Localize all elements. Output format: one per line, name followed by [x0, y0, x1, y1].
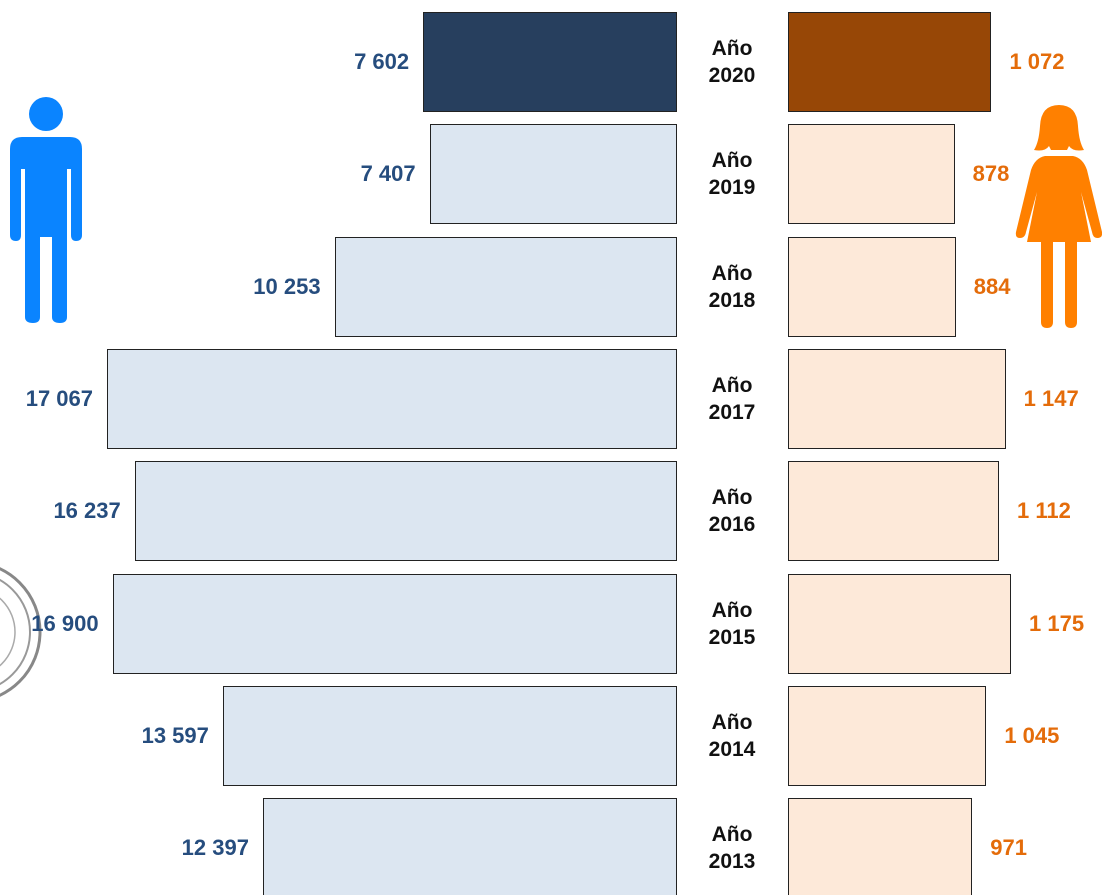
bar	[107, 348, 677, 449]
value-label: 878	[972, 161, 1010, 187]
value-label: 1 112	[1017, 498, 1071, 524]
bar	[423, 12, 677, 112]
bar	[429, 124, 677, 225]
category-label: Año 2017	[708, 373, 756, 424]
category-label: Año 2019	[708, 149, 756, 200]
category-label: Año 2014	[708, 710, 756, 761]
woman-icon	[1015, 105, 1102, 328]
bar	[112, 573, 677, 674]
category-label: Año 2016	[708, 486, 756, 537]
value-label: 10 253	[253, 273, 321, 299]
bar	[788, 685, 987, 786]
category-label: Año 2018	[708, 261, 756, 312]
value-label: 971	[990, 835, 1027, 861]
value-label: 7 407	[360, 161, 416, 187]
bar	[334, 236, 677, 337]
bar	[788, 573, 1011, 674]
seal	[0, 567, 42, 697]
value-label: 16 900	[31, 610, 99, 636]
bar	[788, 348, 1006, 449]
bar	[134, 461, 677, 562]
bar	[788, 12, 992, 112]
value-label: 884	[973, 273, 1011, 299]
bar	[788, 461, 1000, 562]
category-label: Año 2020	[708, 37, 756, 87]
man-icon	[10, 97, 82, 323]
value-label: 1 147	[1023, 385, 1079, 411]
bar	[222, 685, 677, 786]
bar	[788, 124, 955, 225]
value-label: 13 597	[141, 722, 209, 748]
value-label: 12 397	[181, 835, 249, 861]
category-label: Año 2015	[708, 598, 756, 649]
value-label: 17 067	[25, 385, 93, 411]
value-label: 7 602	[354, 49, 410, 74]
category-label: Año 2013	[708, 823, 756, 874]
bar	[788, 236, 956, 337]
bar	[788, 798, 973, 895]
bar	[262, 798, 677, 895]
value-label: 1 175	[1029, 610, 1085, 636]
value-label: 1 045	[1004, 722, 1060, 748]
value-label: 1 072	[1009, 49, 1065, 74]
value-label: 16 237	[53, 498, 121, 524]
